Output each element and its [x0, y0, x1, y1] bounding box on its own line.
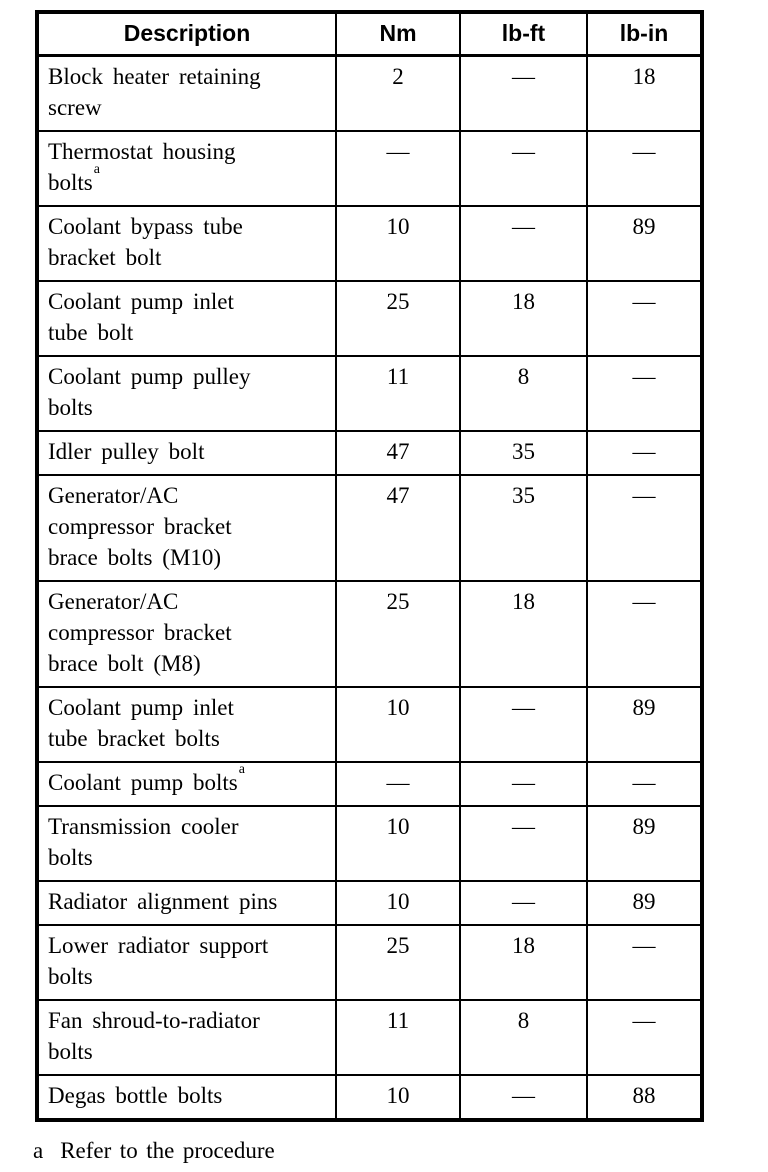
cell-lbft: 18	[459, 924, 588, 1001]
column-header-nm: Nm	[335, 11, 461, 57]
cell-nm: 10	[335, 805, 461, 882]
cell-nm: 47	[335, 430, 461, 476]
footnote: a Refer to the procedure	[33, 1136, 275, 1166]
footnote-text: Refer to the procedure	[60, 1138, 275, 1163]
cell-lbin: 18	[586, 54, 703, 132]
table-row: Transmission cooler bolts 10—89	[36, 805, 703, 882]
cell-lbin: —	[586, 280, 703, 357]
cell-description: Coolant bypass tube bracket bolt	[36, 205, 337, 282]
cell-lbft: 18	[459, 280, 588, 357]
column-header-lbin: lb-in	[586, 11, 703, 57]
footnote-reference: a	[93, 162, 100, 178]
cell-lbft: 35	[459, 474, 588, 582]
cell-lbft: —	[459, 205, 588, 282]
table-row: Coolant pump inlet tube bolt 25 18—	[36, 280, 703, 357]
table-row: Degas bottle bolts 10—88	[36, 1074, 703, 1121]
cell-lbin: 89	[586, 880, 703, 926]
table-row: Idler pulley bolt 47 35—	[36, 430, 703, 476]
cell-description: Lower radiator support bolts	[36, 924, 337, 1001]
cell-lbft: —	[459, 130, 588, 207]
cell-nm: 25	[335, 924, 461, 1001]
cell-lbin: 89	[586, 805, 703, 882]
cell-lbft: —	[459, 54, 588, 132]
table-row: Generator/AC compressor bracket brace bo…	[36, 474, 703, 582]
table-row: Fan shroud-to-radiator bolts 11 8—	[36, 999, 703, 1076]
cell-lbft: 35	[459, 430, 588, 476]
cell-lbft: 8	[459, 999, 588, 1076]
table-row: Generator/AC compressor bracket brace bo…	[36, 580, 703, 688]
cell-lbft: —	[459, 805, 588, 882]
cell-lbin: —	[586, 924, 703, 1001]
cell-description: Fan shroud-to-radiator bolts	[36, 999, 337, 1076]
table-row: Block heater retaining screw 2—18	[36, 54, 703, 132]
cell-description: Transmission cooler bolts	[36, 805, 337, 882]
cell-description: Coolant pump pulley bolts	[36, 355, 337, 432]
cell-lbin: —	[586, 130, 703, 207]
footnote-marker: a	[33, 1138, 44, 1163]
cell-nm: 10	[335, 205, 461, 282]
cell-nm: 11	[335, 999, 461, 1076]
cell-description: Block heater retaining screw	[36, 54, 337, 132]
cell-lbin: 88	[586, 1074, 703, 1121]
cell-nm: 25	[335, 580, 461, 688]
cell-description: Radiator alignment pins	[36, 880, 337, 926]
cell-description: Idler pulley bolt	[36, 430, 337, 476]
table-row: Thermostat housing boltsa — — —	[36, 130, 703, 207]
cell-lbin: —	[586, 761, 703, 807]
cell-description: Thermostat housing boltsa	[36, 130, 337, 207]
torque-spec-table: Description Nm lb-ft lb-in Block heater …	[35, 10, 704, 1122]
cell-lbin: —	[586, 999, 703, 1076]
cell-nm: 10	[335, 686, 461, 763]
table-body: Block heater retaining screw 2—18 Thermost…	[36, 54, 703, 1121]
cell-description: Coolant pump inlet tube bracket bolts	[36, 686, 337, 763]
cell-nm: 25	[335, 280, 461, 357]
table-row: Coolant bypass tube bracket bolt 10—89	[36, 205, 703, 282]
column-header-description: Description	[36, 11, 337, 57]
cell-nm: —	[335, 130, 461, 207]
cell-lbft: —	[459, 1074, 588, 1121]
cell-lbft: —	[459, 686, 588, 763]
cell-nm: —	[335, 761, 461, 807]
cell-lbin: —	[586, 474, 703, 582]
cell-description: Coolant pump inlet tube bolt	[36, 280, 337, 357]
header-row: Description Nm lb-ft lb-in	[36, 11, 703, 57]
cell-nm: 11	[335, 355, 461, 432]
cell-lbin: —	[586, 355, 703, 432]
cell-lbin: 89	[586, 205, 703, 282]
cell-nm: 2	[335, 54, 461, 132]
cell-nm: 47	[335, 474, 461, 582]
cell-description: Generator/AC compressor bracket brace bo…	[36, 580, 337, 688]
cell-nm: 10	[335, 880, 461, 926]
cell-lbin: —	[586, 580, 703, 688]
cell-lbft: —	[459, 880, 588, 926]
table-row: Lower radiator support bolts 25 18—	[36, 924, 703, 1001]
cell-description: Generator/AC compressor bracket brace bo…	[36, 474, 337, 582]
table-row: Coolant pump boltsa — — —	[36, 761, 703, 807]
table-row: Coolant pump inlet tube bracket bolts 10—…	[36, 686, 703, 763]
table-row: Radiator alignment pins 10—89	[36, 880, 703, 926]
column-header-lbft: lb-ft	[459, 11, 588, 57]
cell-nm: 10	[335, 1074, 461, 1121]
footnote-reference: a	[238, 762, 245, 778]
cell-lbft: —	[459, 761, 588, 807]
cell-description: Degas bottle bolts	[36, 1074, 337, 1121]
cell-description: Coolant pump boltsa	[36, 761, 337, 807]
cell-lbft: 18	[459, 580, 588, 688]
cell-lbft: 8	[459, 355, 588, 432]
table-row: Coolant pump pulley bolts 11 8—	[36, 355, 703, 432]
cell-lbin: 89	[586, 686, 703, 763]
cell-lbin: —	[586, 430, 703, 476]
